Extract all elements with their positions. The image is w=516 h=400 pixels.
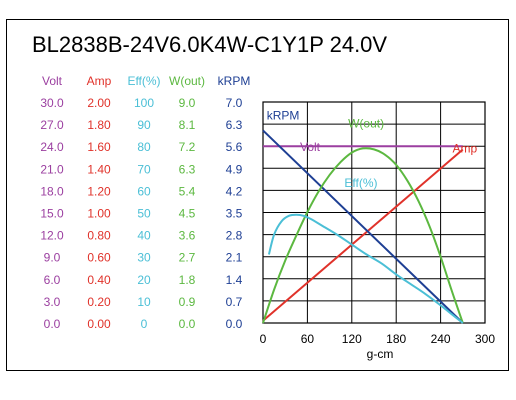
tick-label-eff: 90 — [137, 118, 151, 132]
tick-label-wout: 0.0 — [179, 317, 196, 331]
series-line-eff — [267, 213, 464, 324]
series-line-amp — [262, 148, 464, 322]
axis-header-eff: Eff(%) — [127, 74, 160, 88]
tick-label-eff: 80 — [137, 140, 151, 154]
x-tick-label: 60 — [301, 332, 315, 346]
tick-label-eff: 100 — [134, 96, 154, 110]
tick-label-krpm: 4.2 — [226, 184, 243, 198]
tick-label-volt: 18.0 — [40, 184, 64, 198]
series-label-wout: W(out) — [348, 116, 384, 130]
tick-label-krpm: 4.9 — [226, 162, 243, 176]
tick-label-krpm: 5.6 — [226, 140, 243, 154]
y-axis-columns: Volt 30.0 27.0 24.0 21.0 18.0 15.0 12.0 9.0 6.0 3.… — [40, 74, 250, 331]
tick-label-wout: 4.5 — [179, 207, 196, 221]
tick-label-krpm: 2.8 — [226, 229, 243, 243]
series-line-wout — [262, 147, 464, 324]
series-label-eff: Eff(%) — [344, 176, 377, 190]
tick-label-eff: 10 — [137, 295, 151, 309]
tick-label-wout: 9.0 — [179, 96, 196, 110]
x-axis-ticks: 0 60 120 180 240 300 — [260, 332, 496, 346]
tick-label-krpm: 1.4 — [226, 273, 243, 287]
axis-header-wout: W(out) — [169, 74, 205, 88]
x-tick-label: 120 — [342, 332, 362, 346]
tick-label-volt: 15.0 — [40, 207, 64, 221]
axis-header-volt: Volt — [42, 74, 63, 88]
tick-label-krpm: 0.0 — [226, 317, 243, 331]
tick-label-amp: 1.80 — [87, 118, 111, 132]
tick-label-eff: 40 — [137, 229, 151, 243]
tick-label-wout: 5.4 — [179, 184, 196, 198]
tick-label-amp: 0.60 — [87, 251, 111, 265]
x-tick-label: 180 — [386, 332, 406, 346]
tick-label-krpm: 7.0 — [226, 96, 243, 110]
tick-label-amp: 0.80 — [87, 229, 111, 243]
tick-label-eff: 60 — [137, 184, 151, 198]
tick-label-amp: 1.60 — [87, 140, 111, 154]
tick-label-volt: 0.0 — [44, 317, 61, 331]
axis-header-amp: Amp — [87, 74, 112, 88]
tick-label-volt: 12.0 — [40, 229, 64, 243]
tick-label-volt: 21.0 — [40, 162, 64, 176]
chart-frame — [6, 19, 509, 371]
series-label-krpm: kRPM — [267, 108, 300, 122]
tick-label-volt: 30.0 — [40, 96, 64, 110]
chart-title: BL2838B-24V6.0K4W-C1Y1P 24.0V — [32, 32, 388, 57]
tick-label-volt: 27.0 — [40, 118, 64, 132]
tick-label-volt: 9.0 — [44, 251, 61, 265]
tick-label-eff: 30 — [137, 251, 151, 265]
tick-label-krpm: 3.5 — [226, 207, 243, 221]
tick-label-amp: 0.00 — [87, 317, 111, 331]
series-lines — [262, 129, 464, 324]
tick-label-wout: 2.7 — [179, 251, 196, 265]
x-tick-label: 0 — [260, 332, 267, 346]
series-labels: kRPM W(out) Volt Amp Eff(%) — [267, 108, 478, 190]
tick-label-eff: 0 — [141, 317, 148, 331]
tick-label-wout: 7.2 — [179, 140, 196, 154]
tick-label-eff: 20 — [137, 273, 151, 287]
tick-label-wout: 8.1 — [179, 118, 196, 132]
x-tick-label: 300 — [475, 332, 495, 346]
axis-header-krpm: kRPM — [218, 74, 251, 88]
series-line-krpm — [262, 129, 464, 324]
tick-label-wout: 6.3 — [179, 162, 196, 176]
tick-label-eff: 70 — [137, 162, 151, 176]
tick-label-volt: 24.0 — [40, 140, 64, 154]
tick-label-eff: 50 — [137, 207, 151, 221]
tick-label-volt: 3.0 — [44, 295, 61, 309]
tick-label-amp: 0.40 — [87, 273, 111, 287]
tick-label-amp: 1.00 — [87, 207, 111, 221]
plot-grid — [262, 101, 486, 324]
tick-label-amp: 0.20 — [87, 295, 111, 309]
tick-label-krpm: 2.1 — [226, 251, 243, 265]
tick-label-volt: 6.0 — [44, 273, 61, 287]
tick-label-krpm: 0.7 — [226, 295, 243, 309]
tick-label-amp: 2.00 — [87, 96, 111, 110]
plot-border — [262, 101, 486, 324]
series-label-amp: Amp — [452, 142, 477, 156]
x-tick-label: 240 — [431, 332, 451, 346]
tick-label-krpm: 6.3 — [226, 118, 243, 132]
tick-label-wout: 1.8 — [179, 273, 196, 287]
tick-label-wout: 3.6 — [179, 229, 196, 243]
tick-label-amp: 1.40 — [87, 162, 111, 176]
tick-label-wout: 0.9 — [179, 295, 196, 309]
x-axis-label: g-cm — [367, 347, 394, 361]
series-label-volt: Volt — [300, 140, 321, 154]
tick-label-amp: 1.20 — [87, 184, 111, 198]
